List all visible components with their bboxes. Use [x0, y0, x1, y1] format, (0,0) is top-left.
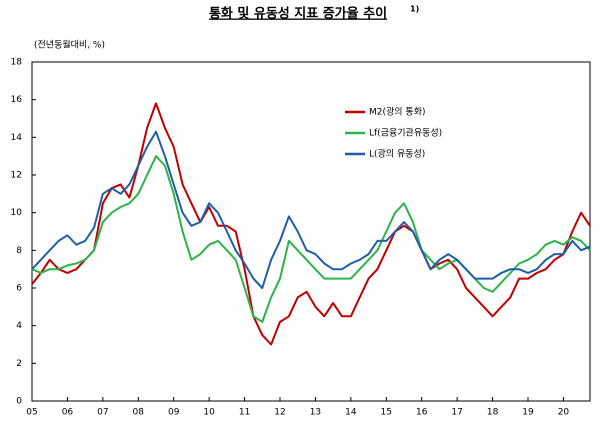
series-line: [31, 102, 591, 346]
x-tick-label: 12: [274, 408, 285, 418]
legend-label: M2(광의 통화): [369, 106, 426, 118]
x-tick-label: 19: [522, 408, 534, 418]
x-tick-label: 20: [558, 408, 570, 418]
y-tick-label: 14: [11, 133, 23, 143]
y-tick-label: 12: [11, 171, 22, 181]
x-tick-label: 09: [168, 408, 180, 418]
x-tick-label: 08: [133, 408, 145, 418]
y-tick-label: 4: [16, 321, 22, 331]
y-tick-label: 2: [16, 359, 22, 369]
x-tick-label: 16: [416, 408, 428, 418]
x-tick-label: 15: [381, 408, 392, 418]
x-tick-label: 10: [203, 408, 215, 418]
legend-label: L(광의 유동성): [369, 148, 425, 160]
y-tick-label: 0: [16, 397, 22, 407]
y-tick-label: 16: [11, 95, 23, 105]
x-tick-label: 18: [487, 408, 499, 418]
series-line: [31, 130, 591, 289]
title-note: 1): [410, 5, 419, 14]
x-tick-label: 07: [97, 408, 108, 418]
x-tick-label: 14: [345, 408, 357, 418]
y-tick-label: 6: [16, 284, 22, 294]
legend-label: Lf(금융기관유동성): [369, 128, 442, 139]
y-tick-label: 18: [11, 58, 23, 68]
y-axis-label: (전년동월대비, %): [34, 39, 105, 51]
x-tick-label: 05: [26, 408, 37, 418]
series-line: [31, 155, 591, 323]
plot-frame: [31, 61, 591, 402]
x-tick-label: 06: [62, 408, 74, 418]
x-tick-label: 11: [239, 408, 250, 418]
x-tick-label: 17: [451, 408, 462, 418]
x-tick-label: 13: [310, 408, 321, 418]
y-tick-label: 10: [11, 208, 23, 218]
chart-title: 통화 및 유동성 지표 증가율 추이: [209, 6, 387, 22]
y-tick-label: 8: [16, 246, 22, 256]
